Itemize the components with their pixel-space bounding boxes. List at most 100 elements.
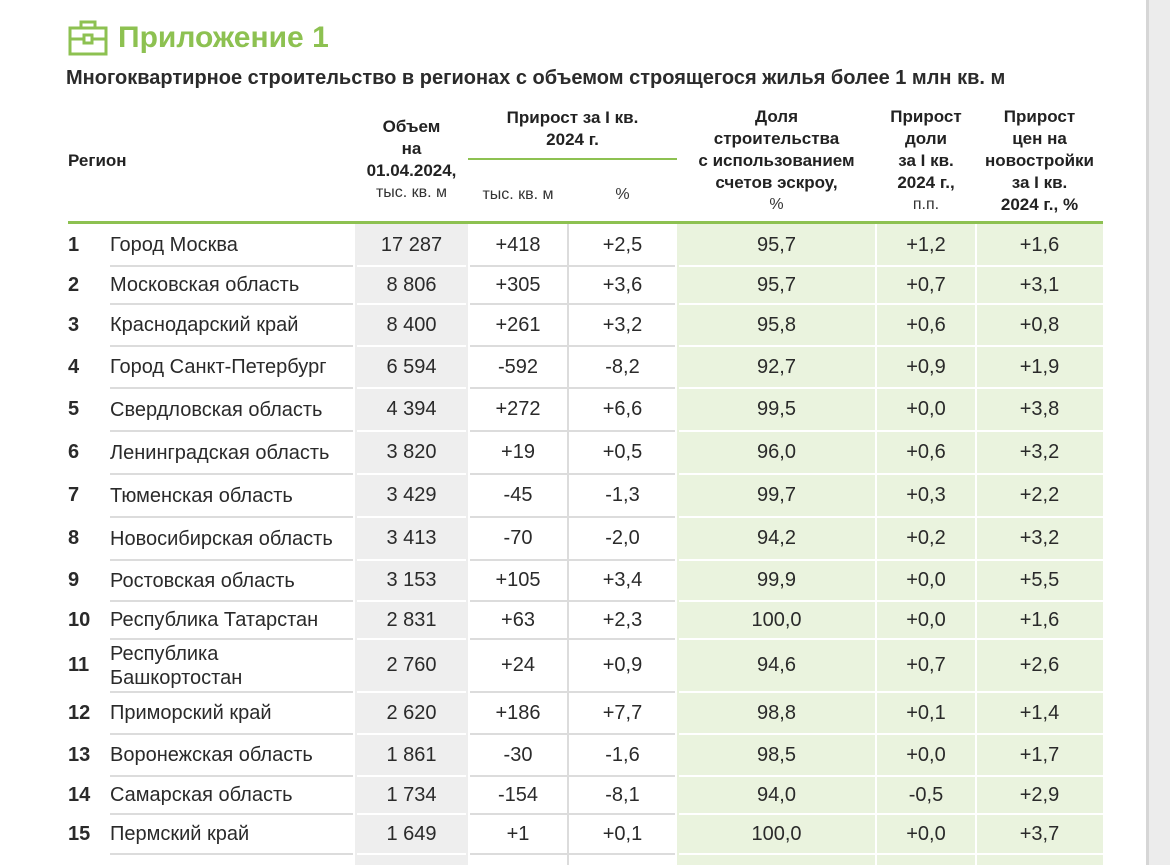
row-growth: -45 [503,484,533,506]
row-number: 12 [68,701,91,724]
volume-column-bg [355,224,468,865]
header-price-growth: Прирост цен на новостройки за I кв. 2024… [985,107,1094,214]
row-growth-pct: +6,6 [602,398,643,420]
row-price-growth: +5,5 [1019,569,1060,591]
row-growth-pct: -8,1 [605,783,640,806]
table-row: 13 Воронежская область 1 861 -30 -1,6 98… [68,734,1103,776]
row-volume: 2 760 [386,654,437,676]
row-volume: 1 649 [386,822,437,845]
row-volume: 4 394 [386,398,437,420]
table-row: 1 Город Москва 17 287 +418 +2,5 95,7 +1,… [68,224,1103,266]
header-growth: Прирост за I кв. 2024 г. [506,108,639,149]
row-price-growth: +1,7 [1019,743,1060,766]
row-volume: 3 153 [386,569,437,591]
row-volume: 3 820 [386,441,437,463]
row-growth-pct: +3,6 [602,273,643,296]
row-number: 5 [68,398,80,420]
row-growth: -592 [497,355,539,378]
row-number: 8 [68,527,80,549]
row-share-growth: +0,0 [906,822,946,845]
row-region: Город Москва [110,234,238,256]
row-growth-pct: +0,5 [602,441,643,463]
row-volume: 1 861 [386,743,437,766]
row-region: Самарская область [110,784,293,806]
row-growth: -30 [503,743,533,766]
appendix-title: Приложение 1 [118,21,329,54]
row-volume: 3 413 [386,527,437,549]
row-growth-pct: -1,3 [605,484,640,506]
row-region: Ленинградская область [110,441,330,464]
row-volume: 2 620 [386,701,437,724]
header-share-growth: Прирост доли за I кв. 2024 г., п.п. [890,107,962,213]
row-price-growth: +1,6 [1019,608,1060,631]
row-growth-pct: +2,5 [602,233,643,256]
row-region: Приморский край [110,702,272,724]
row-share-growth: -0,5 [908,783,944,806]
row-growth-pct: -1,6 [605,743,640,766]
row-number: 13 [68,743,91,766]
row-volume: 17 287 [380,233,443,256]
row-price-growth: +2,9 [1019,783,1060,806]
row-growth: +305 [495,273,541,296]
row-growth: -154 [497,783,539,806]
row-escrow: 99,7 [757,484,796,506]
row-growth: +105 [495,569,541,591]
row-share-growth: +0,7 [906,654,946,676]
table-row: 5 Свердловская область 4 394 +272 +6,6 9… [68,388,1103,431]
row-volume: 8 400 [386,313,437,336]
table-subtitle: Многоквартирное строительство в регионах… [66,67,1006,89]
row-volume: 3 429 [386,484,437,506]
row-escrow: 98,8 [757,701,796,724]
row-growth-pct: +3,2 [602,313,643,336]
row-share-growth: +0,3 [906,484,946,506]
row-growth-pct: -8,2 [605,355,640,378]
row-price-growth: +3,1 [1019,273,1060,296]
row-escrow: 99,5 [757,398,796,420]
row-growth: +261 [495,313,541,336]
row-escrow: 94,0 [757,783,796,806]
row-number: 14 [68,783,91,806]
row-escrow: 95,7 [757,233,796,256]
row-number: 10 [68,608,91,631]
row-volume: 8 806 [386,273,437,296]
table-row: 2 Московская область 8 806 +305 +3,6 95,… [68,266,1103,304]
row-share-growth: +0,0 [906,743,946,766]
page-edge [1146,0,1149,865]
row-escrow: 96,0 [757,441,796,463]
row-growth: +418 [495,233,541,256]
row-region: Краснодарский край [110,314,299,336]
row-number: 2 [68,273,80,296]
row-share-growth: +0,0 [906,398,946,420]
table-row: 3 Краснодарский край 8 400 +261 +3,2 95,… [68,304,1103,346]
row-escrow: 95,8 [757,313,796,336]
table-row: 6 Ленинградская область 3 820 +19 +0,5 9… [68,431,1103,474]
briefcase-icon [68,20,108,56]
table-row: 4 Город Санкт-Петербург 6 594 -592 -8,2 … [68,346,1103,388]
table-row: 8 Новосибирская область 3 413 -70 -2,0 9… [68,517,1103,560]
row-share-growth: +0,2 [906,527,946,549]
row-growth-pct: -2,0 [605,527,640,549]
row-growth: +186 [495,701,541,724]
table-row: 7 Тюменская область 3 429 -45 -1,3 99,7 … [68,474,1103,517]
row-region: Республика Башкортостан [110,642,243,689]
row-share-growth: +1,2 [906,233,946,256]
row-escrow: 100,0 [751,608,802,631]
row-share-growth: +0,6 [906,313,946,336]
table-row: 12 Приморский край 2 620 +186 +7,7 98,8 … [68,692,1103,734]
header-escrow: Доля строительства с использованием счет… [698,107,855,213]
title-row: Приложение 1 [68,16,329,60]
row-volume: 2 831 [386,608,437,631]
row-number: 3 [68,313,80,336]
row-escrow: 92,7 [757,355,796,378]
row-number: 9 [68,569,80,591]
row-region: Свердловская область [110,398,323,421]
row-price-growth: +2,2 [1019,484,1060,506]
row-number: 4 [68,355,80,378]
table-row: 14 Самарская область 1 734 -154 -8,1 94,… [68,776,1103,814]
row-price-growth: +3,7 [1019,822,1060,845]
row-growth-pct: +0,1 [602,822,643,845]
row-price-growth: +1,4 [1019,701,1060,724]
row-escrow: 99,9 [757,569,796,591]
row-number: 7 [68,484,80,506]
row-price-growth: +1,9 [1019,355,1060,378]
